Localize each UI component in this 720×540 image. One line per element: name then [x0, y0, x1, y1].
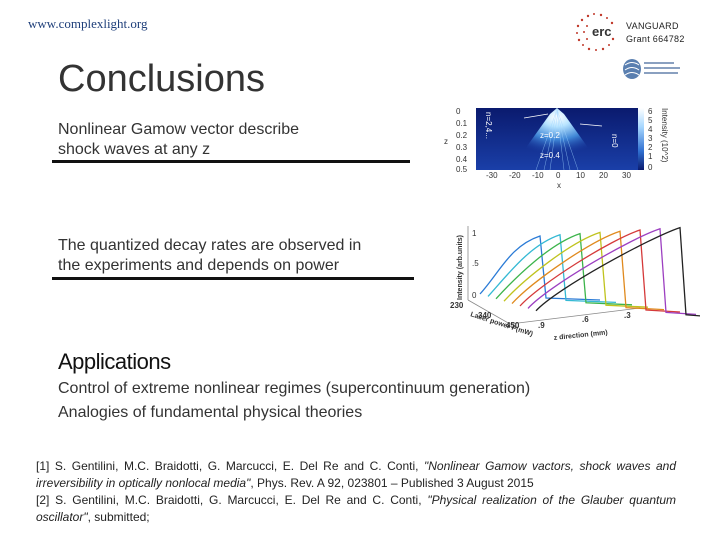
decay-curve — [519, 229, 681, 313]
svg-text:340: 340 — [478, 311, 492, 320]
svg-text:230: 230 — [450, 301, 464, 310]
svg-text:.9: .9 — [538, 321, 545, 330]
conclusion-point-1: Nonlinear Gamow vector describe shock wa… — [58, 120, 299, 160]
decay-curve — [511, 230, 665, 311]
site-url[interactable]: www.complexlight.org — [28, 16, 148, 31]
svg-text:x: x — [557, 181, 561, 190]
conclusion-1-line-2: shock waves at any z — [58, 141, 211, 158]
conclusion-point-2: The quantized decay rates are observed i… — [58, 236, 361, 276]
grant-name: VANGUARD — [626, 21, 679, 31]
reference-2-journal: , submitted; — [87, 510, 150, 524]
reference-1-journal: , Phys. Rev. A 92, 023801 – Published 3 … — [250, 476, 534, 490]
svg-text:10: 10 — [576, 171, 585, 180]
svg-text:450: 450 — [506, 321, 520, 330]
svg-text:-30: -30 — [486, 171, 498, 180]
svg-text:Laser power P(mW): Laser power P(mW) — [469, 311, 533, 338]
divider-rule-1 — [52, 160, 410, 163]
svg-text:5: 5 — [648, 116, 653, 125]
svg-text:.5: .5 — [472, 259, 479, 268]
reference-1-title: "Nonlinear Gamow vactors, shock waves an… — [36, 459, 676, 490]
svg-text:20: 20 — [599, 171, 608, 180]
decay-curve — [503, 231, 649, 308]
decay-curve — [535, 226, 700, 317]
svg-text:3: 3 — [648, 134, 653, 143]
svg-text:1: 1 — [472, 229, 477, 238]
reference-2-authors: [2] S. Gentilini, M.C. Braidotti, G. Mar… — [36, 493, 428, 507]
svg-text:1: 1 — [648, 152, 653, 161]
svg-text:0: 0 — [648, 163, 653, 172]
application-line-2: Analogies of fundamental physical theori… — [58, 404, 363, 421]
svg-text:0.5: 0.5 — [456, 165, 468, 174]
svg-text:0: 0 — [556, 171, 561, 180]
decay-curve — [479, 235, 601, 301]
decay-rates-figure: Intensity (arb.units) 1 .5 0 230 340 450… — [450, 226, 700, 342]
svg-text:0.3: 0.3 — [456, 143, 468, 152]
svg-text:4: 4 — [648, 125, 653, 134]
conclusion-2-line-1: The quantized decay rates are observed i… — [58, 237, 362, 254]
svg-text:6: 6 — [648, 107, 653, 116]
grant-number: Grant 664782 — [626, 34, 685, 44]
svg-text:2: 2 — [648, 143, 653, 152]
divider-rule-2 — [52, 277, 414, 280]
svg-text:z: z — [444, 137, 448, 146]
references: [1] S. Gentilini, M.C. Braidotti, G. Mar… — [36, 458, 676, 526]
svg-text:30: 30 — [622, 171, 631, 180]
foundation-logo — [623, 59, 680, 79]
reference-1[interactable]: [1] S. Gentilini, M.C. Braidotti, G. Mar… — [36, 458, 676, 492]
conclusion-1-line-1: Nonlinear Gamow vector describe — [58, 121, 299, 138]
svg-text:Intensity (10^2): Intensity (10^2) — [660, 108, 669, 163]
grant-info: VANGUARD Grant 664782 — [626, 20, 685, 46]
decay-curves — [479, 226, 700, 317]
svg-text:-10: -10 — [532, 171, 544, 180]
svg-text:z direction (mm): z direction (mm) — [553, 329, 607, 342]
svg-text:0: 0 — [456, 107, 461, 116]
svg-text:0.4: 0.4 — [456, 155, 468, 164]
svg-text:0.2: 0.2 — [456, 131, 468, 140]
svg-text:.6: .6 — [582, 315, 589, 324]
decay-curve — [527, 227, 697, 316]
reference-2-title: "Physical realization of the Glauber qua… — [36, 493, 676, 524]
svg-text:z=0.4: z=0.4 — [540, 151, 560, 160]
slide-title: Conclusions — [58, 58, 265, 100]
svg-text:n=0: n=0 — [610, 134, 619, 148]
svg-text:n=2,4...: n=2,4... — [484, 112, 493, 139]
shock-wave-intensity-figure: 0 0.1 0.2 0.3 0.4 0.5 z -30 -20 -10 0 10… — [444, 107, 669, 190]
svg-text:z=0.2: z=0.2 — [540, 131, 560, 140]
svg-text:.3: .3 — [624, 311, 631, 320]
application-line-1: Control of extreme nonlinear regimes (su… — [58, 380, 531, 397]
svg-text:erc: erc — [592, 24, 612, 39]
svg-text:-20: -20 — [509, 171, 521, 180]
reference-2[interactable]: [2] S. Gentilini, M.C. Braidotti, G. Mar… — [36, 492, 676, 526]
svg-text:Intensity (arb.units): Intensity (arb.units) — [457, 235, 464, 300]
reference-1-authors: [1] S. Gentilini, M.C. Braidotti, G. Mar… — [36, 459, 424, 473]
erc-logo: erc — [576, 13, 615, 51]
conclusion-2-line-2: the experiments and depends on power — [58, 257, 340, 274]
svg-text:0.1: 0.1 — [456, 119, 468, 128]
svg-text:0: 0 — [472, 291, 477, 300]
applications-heading: Applications — [58, 349, 171, 374]
decay-curve — [495, 232, 633, 306]
decay-curve — [487, 233, 617, 304]
